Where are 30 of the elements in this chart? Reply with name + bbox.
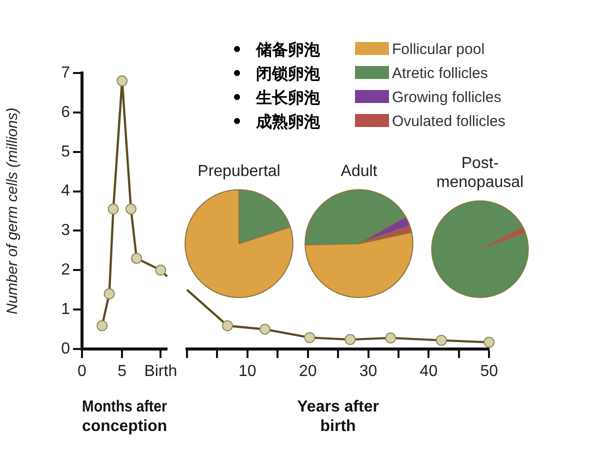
annotation: 成熟卵泡 [256,112,320,131]
y-tick-label: 0 [61,340,70,358]
x-tick-label: Birth [144,363,178,380]
y-tick-label: 1 [61,300,70,318]
legend-label: Ovulated follicles [392,113,506,130]
chart-title: Post- menopausal [436,155,524,192]
y-tick-label: 3 [61,222,70,240]
y-tick-label: 4 [61,182,70,200]
chart-title: Adult [340,163,378,180]
text: Prepubertal [198,163,280,180]
y-axis-title: Number of germ cells (millions) [4,108,22,314]
x-tick-label: 10 [238,363,256,380]
y-tick-label: 6 [61,104,70,121]
x-tick-label: 50 [480,363,498,380]
x-tick-label: 30 [359,363,378,380]
legend-label: Growing follicles [392,89,502,106]
y-tick-label: 2 [61,262,70,279]
annotation: 生长卵泡 [256,88,320,107]
x-axis-title: Months after conception [82,398,168,435]
x-tick-label: 5 [118,363,127,380]
legend-label: Atretic follicles [392,65,488,82]
x-tick-label: 40 [420,363,438,380]
y-tick-label: 7 [61,64,70,82]
annotation: 闭锁卵泡 [256,64,320,83]
text: 储备卵泡 [256,40,320,59]
x-axis-title: Years after birth [297,398,379,435]
legend-label: Follicular pool [392,41,485,58]
x-tick-label: 20 [298,363,317,380]
x-tick-label: 0 [78,363,87,380]
y-tick-label: 5 [61,143,70,160]
